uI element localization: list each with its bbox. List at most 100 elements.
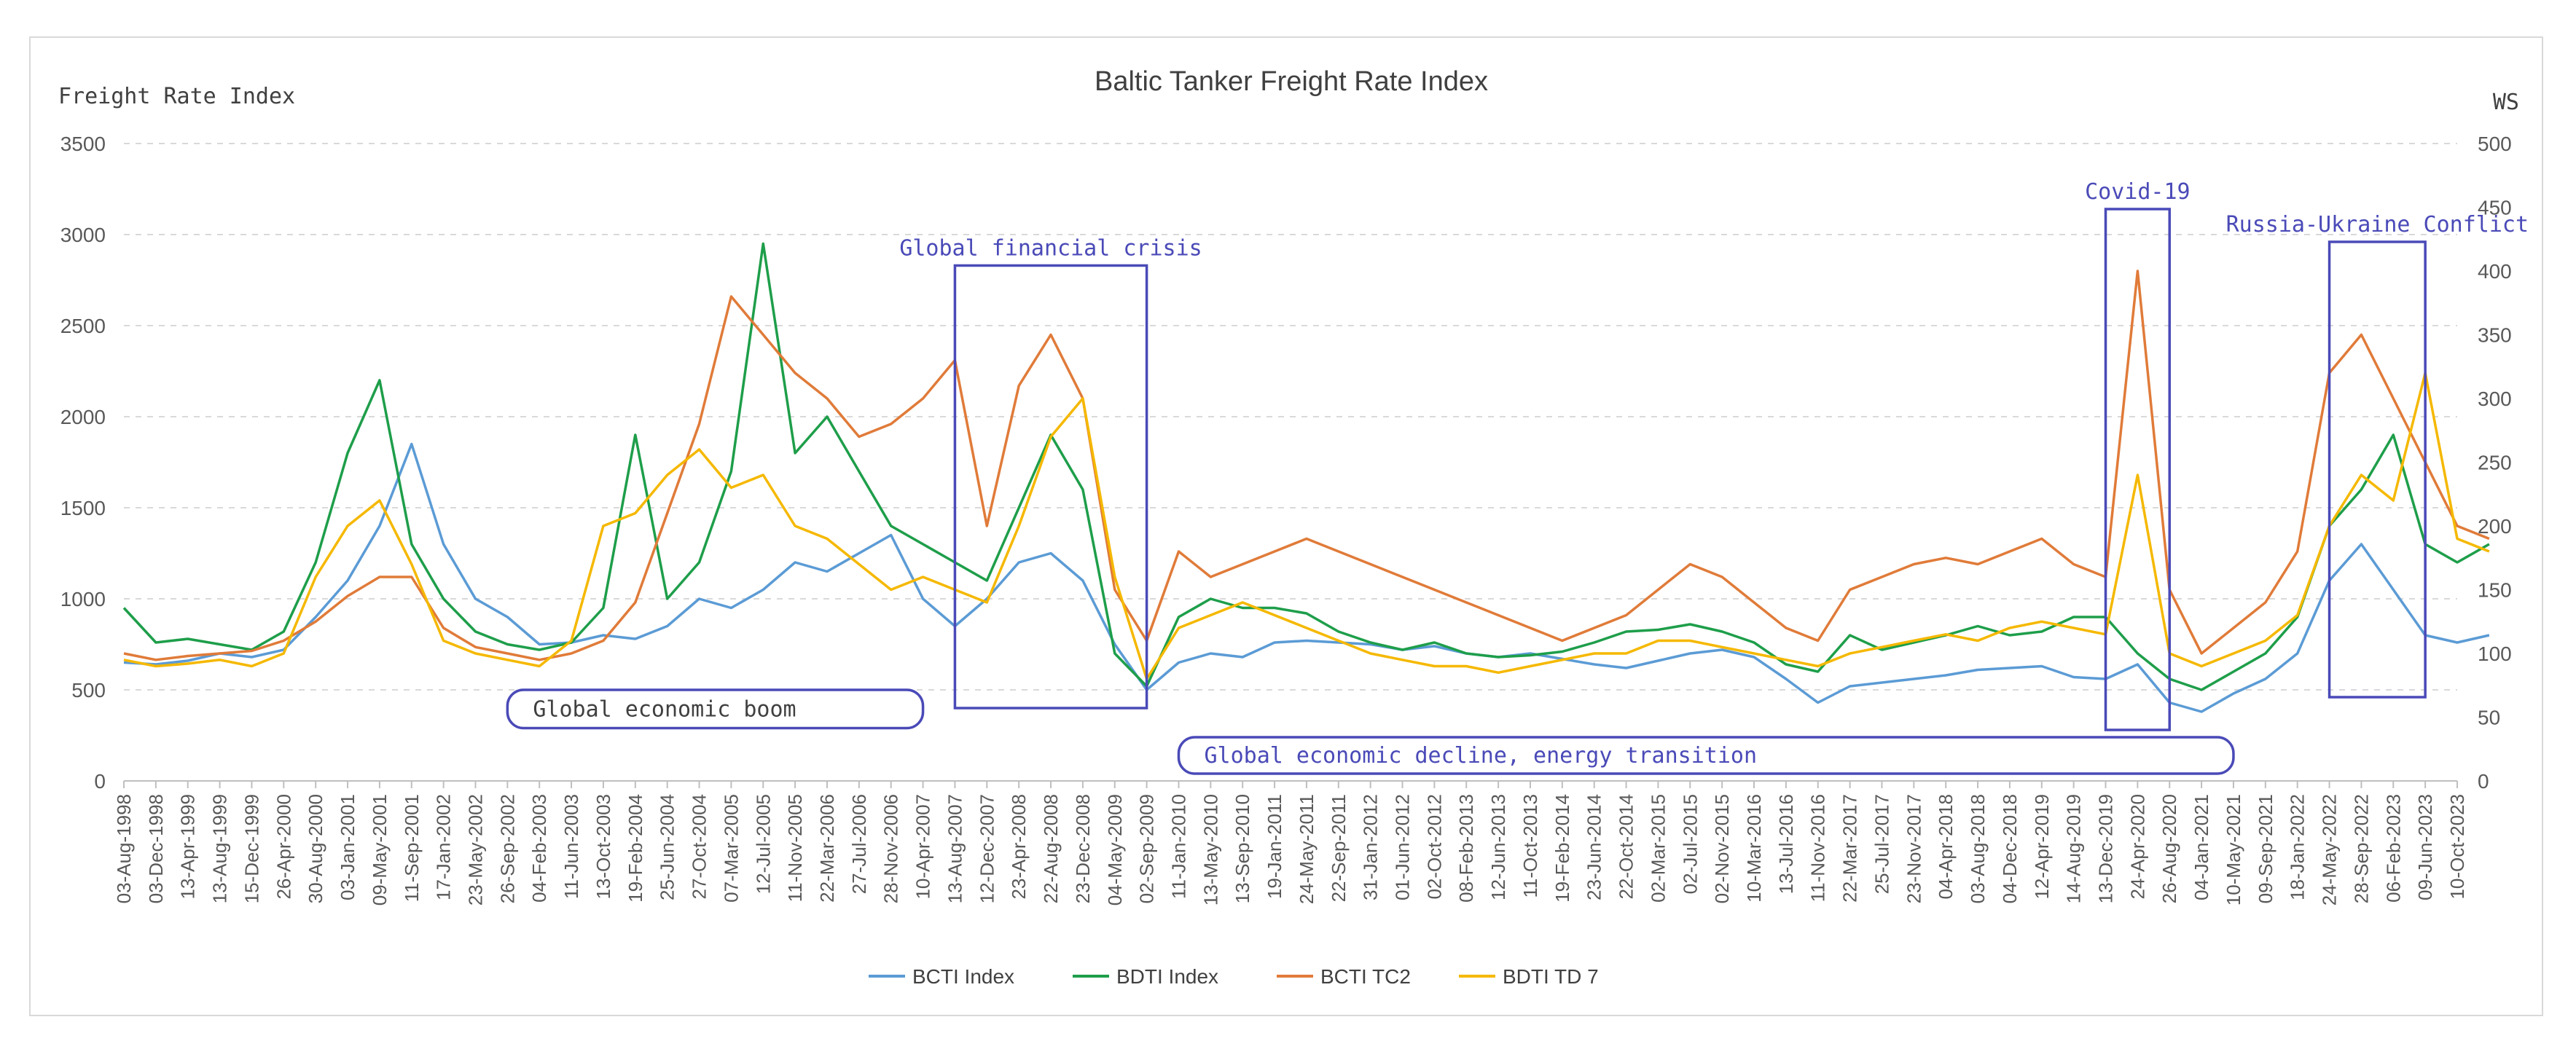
x-tick-label: 09-Sep-2021 (2255, 794, 2276, 903)
x-tick-label: 30-Aug-2000 (305, 794, 326, 903)
y2-tick-label: 150 (2478, 579, 2512, 602)
y2-tick-label: 500 (2478, 133, 2512, 155)
x-tick-label: 26-Sep-2002 (496, 794, 518, 903)
x-tick-label: 10-Oct-2023 (2446, 794, 2468, 900)
x-tick-label: 08-Feb-2013 (1455, 794, 1477, 903)
x-tick-label: 22-Aug-2008 (1040, 794, 1062, 903)
annotation-label: Russia-Ukraine Conflict (2226, 212, 2529, 237)
x-tick-label: 10-Apr-2007 (912, 794, 934, 900)
series-line-bcti-tc2 (123, 270, 2490, 661)
x-tick-label: 22-Sep-2011 (1328, 794, 1350, 902)
x-tick-label: 25-Jul-2017 (1871, 794, 1892, 894)
x-tick-label: 19-Jan-2011 (1264, 794, 1285, 899)
x-tick-label: 13-Aug-1999 (209, 794, 231, 903)
x-tick-label: 03-Dec-1998 (145, 794, 167, 903)
x-tick-label: 31-Jan-2012 (1360, 794, 1382, 900)
y2-tick-label: 50 (2478, 707, 2500, 729)
x-tick-label: 23-Dec-2008 (1072, 794, 1094, 903)
x-tick-label: 26-Aug-2020 (2158, 794, 2180, 903)
y2-tick-label: 0 (2478, 770, 2489, 793)
y-tick-label: 2000 (60, 406, 106, 428)
chart-frame: Baltic Tanker Freight Rate Index Freight… (29, 36, 2543, 1016)
x-tick-label: 19-Feb-2004 (625, 794, 646, 903)
x-tick-label: 27-Jul-2006 (848, 794, 870, 894)
x-tick-label: 13-Oct-2003 (592, 794, 614, 900)
x-tick-label: 09-May-2001 (369, 794, 391, 905)
annotation-box (953, 264, 1148, 710)
series-line-bdti-index (122, 242, 2490, 691)
annotation-label: Global economic decline, energy transiti… (1204, 743, 1757, 769)
y-tick-label: 500 (71, 679, 106, 702)
x-tick-label: 23-Apr-2008 (1008, 794, 1030, 900)
chart-title: Baltic Tanker Freight Rate Index (1095, 66, 1488, 97)
series-line-bdti-td-7 (123, 372, 2490, 680)
x-tick-label: 04-Apr-2018 (1935, 794, 1957, 900)
x-tick-label: 22-Oct-2014 (1616, 794, 1637, 900)
y-tick-label: 3500 (60, 133, 106, 155)
x-tick-label: 04-Dec-2018 (1999, 794, 2021, 903)
x-tick-label: 12-Jul-2005 (752, 794, 774, 894)
x-tick-label: 24-Apr-2020 (2126, 794, 2148, 900)
x-tick-label: 13-Sep-2010 (1232, 794, 1253, 903)
x-tick-label: 03-Jan-2001 (337, 794, 359, 900)
x-tick-label: 01-Jun-2012 (1392, 794, 1414, 900)
x-tick-label: 13-Aug-2007 (944, 794, 966, 903)
x-tick-label: 04-May-2009 (1104, 794, 1126, 905)
x-tick-label: 23-May-2002 (464, 794, 486, 905)
legend-label: BCTI TC2 (1320, 965, 1411, 988)
annotation-label: Global economic boom (533, 696, 796, 722)
x-tick-label: 12-Dec-2007 (976, 794, 998, 903)
y-tick-label: 1000 (60, 588, 106, 610)
x-tick-label: 22-Mar-2017 (1839, 794, 1861, 903)
x-tick-label: 22-Mar-2006 (816, 794, 838, 903)
y2-tick-label: 100 (2478, 643, 2512, 665)
x-tick-label: 04-Jan-2021 (2191, 794, 2212, 900)
x-tick-label: 11-Jun-2003 (560, 794, 582, 899)
y-tick-label: 3000 (60, 224, 106, 246)
x-tick-label: 26-Apr-2000 (273, 794, 294, 900)
x-tick-label: 13-May-2010 (1199, 794, 1221, 905)
y2-tick-label: 250 (2478, 452, 2512, 474)
annotation-rounded-box (506, 688, 925, 730)
x-tick-label: 11-Sep-2001 (401, 794, 423, 902)
x-tick-label: 13-Dec-2019 (2095, 794, 2117, 903)
annotation-box (2104, 208, 2171, 731)
legend-label: BCTI Index (912, 965, 1014, 988)
x-tick-label: 27-Oct-2004 (689, 794, 710, 900)
x-tick-label: 10-May-2021 (2223, 794, 2244, 905)
y2-axis-label: WS (2493, 90, 2519, 115)
annotation-label: Covid-19 (2085, 179, 2191, 205)
legend-label: BDTI TD 7 (1503, 965, 1599, 988)
y-axis-label: Freight Rate Index (58, 84, 295, 109)
x-tick-label: 17-Jan-2002 (433, 794, 455, 900)
x-tick-label: 24-May-2022 (2319, 794, 2341, 905)
x-tick-label: 02-Nov-2015 (1711, 794, 1733, 903)
x-tick-label: 10-Mar-2016 (1743, 794, 1765, 903)
annotation-box (2328, 240, 2427, 699)
x-tick-label: 13-Apr-1999 (177, 794, 199, 900)
x-tick-label: 09-Jun-2023 (2414, 794, 2436, 900)
x-tick-label: 11-Oct-2013 (1519, 794, 1541, 898)
x-tick-label: 02-Mar-2015 (1647, 794, 1669, 903)
freight-rate-chart: Baltic Tanker Freight Rate Index Freight… (58, 66, 2529, 988)
y2-tick-label: 350 (2478, 324, 2512, 347)
y-tick-label: 0 (94, 770, 106, 793)
y-tick-label: 1500 (60, 497, 106, 519)
x-tick-label: 06-Feb-2023 (2382, 794, 2404, 903)
x-tick-label: 19-Feb-2014 (1551, 794, 1573, 903)
x-tick-label: 28-Sep-2022 (2350, 794, 2372, 903)
x-tick-label: 11-Nov-2005 (784, 794, 806, 902)
x-tick-label: 03-Aug-1998 (113, 794, 135, 903)
x-tick-label: 11-Nov-2016 (1807, 794, 1829, 902)
legend-label: BDTI Index (1116, 965, 1218, 988)
x-tick-label: 12-Jun-2013 (1487, 794, 1509, 900)
x-tick-label: 25-Jun-2004 (657, 794, 678, 900)
series-line-bcti-index (123, 442, 2490, 713)
x-tick-label: 07-Mar-2005 (720, 794, 742, 903)
x-tick-label: 18-Jan-2022 (2287, 794, 2309, 900)
x-tick-label: 23-Jun-2014 (1583, 794, 1605, 900)
x-tick-label: 02-Oct-2012 (1423, 794, 1445, 900)
y2-tick-label: 400 (2478, 260, 2512, 283)
x-tick-label: 11-Jan-2010 (1167, 794, 1189, 899)
y2-tick-label: 200 (2478, 515, 2512, 538)
